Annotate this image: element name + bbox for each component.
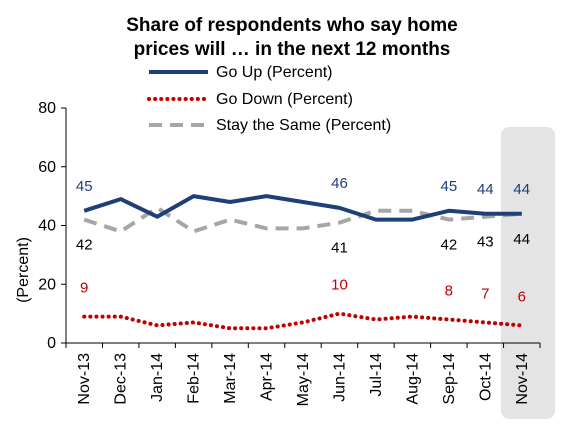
y-tick-label: 0: [47, 335, 56, 352]
data-label: 44: [513, 231, 530, 248]
chart-title-line-2: prices will … in the next 12 months: [134, 39, 451, 60]
highlight-band: [501, 127, 555, 419]
y-tick-label: 80: [38, 100, 56, 117]
series-line-1: [82, 311, 524, 331]
data-label: 44: [513, 181, 530, 198]
data-label: 43: [477, 234, 494, 251]
data-label: 45: [76, 178, 93, 195]
x-tick-label: Apr-14: [259, 353, 276, 401]
chart-title-line-1: Share of respondents who say home: [126, 15, 458, 36]
data-label: 46: [331, 175, 348, 192]
data-labels: 45 46 45 44 44 42 41 42 43 44 9 10 8 7 6: [76, 175, 530, 306]
data-label: 9: [80, 280, 88, 297]
data-label: 44: [477, 181, 494, 198]
x-tick-label: May-14: [295, 353, 312, 406]
legend-label: Go Up (Percent): [216, 64, 332, 81]
x-tick-label: Mar-14: [222, 353, 239, 404]
data-label: 6: [518, 288, 526, 305]
series-line-0: [83, 194, 522, 222]
x-tick-label: Jan-14: [149, 353, 166, 402]
series-lines: [82, 194, 524, 331]
x-tick-label: Dec-13: [113, 353, 130, 405]
x-tick-label: Nov-13: [76, 353, 93, 405]
data-label: 41: [331, 240, 348, 257]
data-label: 42: [76, 237, 93, 254]
x-tick-label: Nov-14: [514, 353, 531, 405]
legend-label: Stay the Same (Percent): [216, 117, 391, 134]
series-line-2: [83, 205, 522, 234]
x-tick-label: Aug-14: [404, 353, 421, 405]
y-tick-label: 40: [38, 218, 56, 235]
data-label: 42: [441, 237, 458, 254]
x-tick-label: Jul-14: [368, 353, 385, 397]
y-axis-label: (Percent): [15, 237, 32, 303]
data-label: 8: [445, 283, 453, 300]
x-tick-label: Sep-14: [441, 353, 458, 405]
x-tick-label: Feb-14: [186, 353, 203, 404]
axes: 0 20 40 60 80 Nov-13 Dec-13 Jan-14 Feb-14 Mar-14 A…: [38, 100, 541, 406]
legend: Go Up (Percent) Go Down (Percent) Stay the…: [147, 64, 391, 134]
data-label: 45: [441, 178, 458, 195]
x-tick-label: Jun-14: [331, 353, 348, 402]
y-tick-label: 20: [38, 276, 56, 293]
legend-label: Go Down (Percent): [216, 91, 353, 108]
x-tick-label: Oct-14: [477, 353, 494, 401]
data-label: 10: [331, 277, 348, 294]
data-label: 7: [481, 285, 489, 302]
y-tick-label: 60: [38, 159, 56, 176]
